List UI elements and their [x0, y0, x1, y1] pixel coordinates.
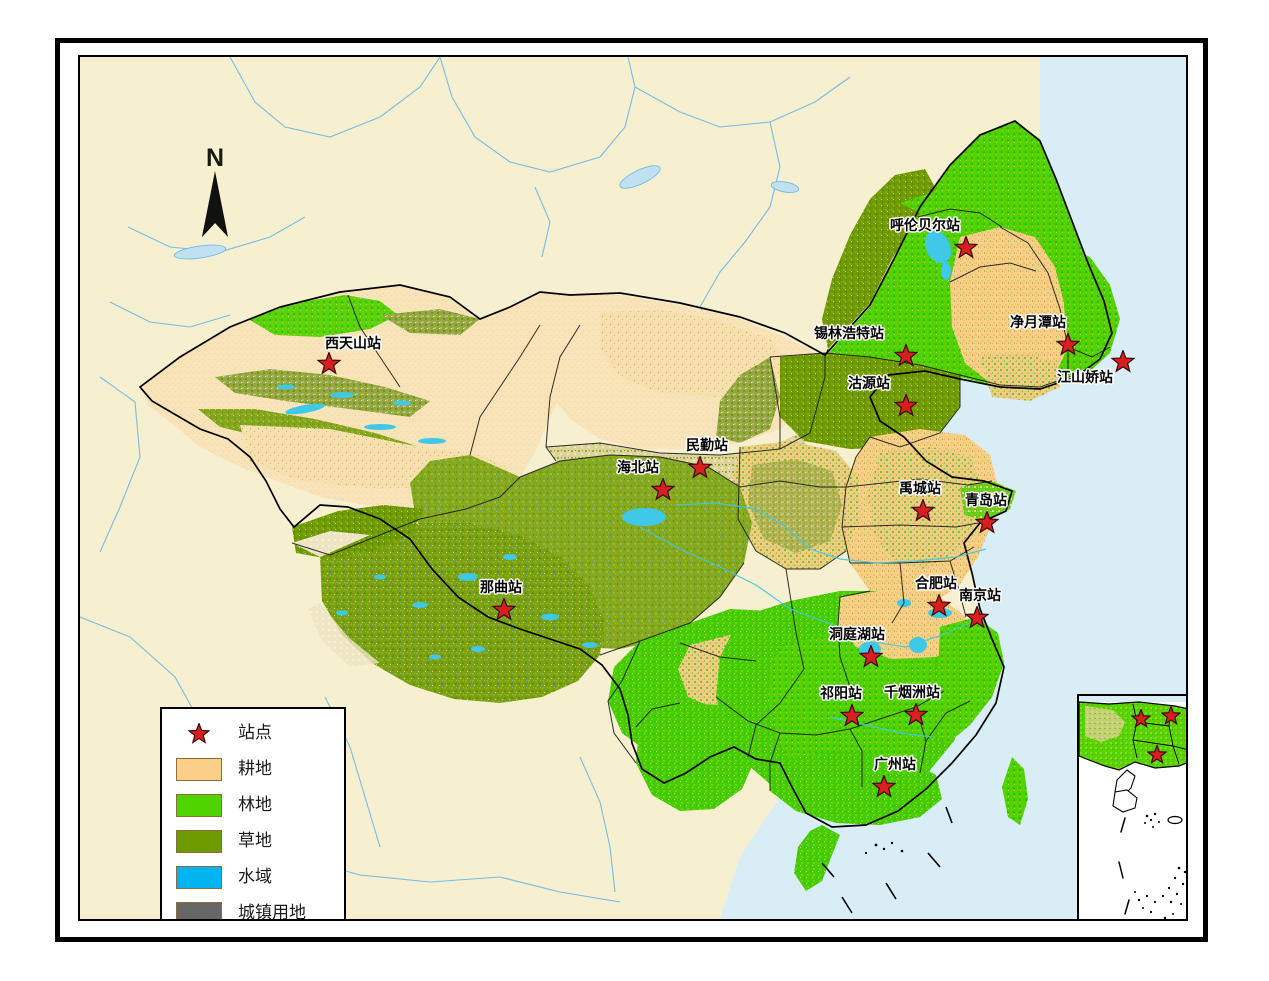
station-star-icon — [316, 350, 342, 375]
station-label: 南京站 — [959, 587, 1001, 603]
legend-row: 林地 — [162, 787, 344, 823]
station-label: 江山娇站 — [1057, 369, 1113, 385]
station-star-icon — [974, 509, 1000, 534]
station-star-icon — [964, 604, 990, 629]
station-star-icon — [1147, 745, 1167, 764]
station-label: 那曲站 — [480, 579, 522, 595]
station-label: 禹城站 — [899, 480, 941, 496]
station-star-icon — [903, 701, 929, 726]
station-star-icon — [893, 342, 919, 367]
map-legend: 站点耕地林地草地水域城镇用地戈壁或沙漠 — [160, 707, 346, 921]
station-label: 西天山站 — [325, 335, 381, 351]
station-star-icon — [910, 497, 936, 522]
station-star-icon — [926, 592, 952, 617]
station-star-icon — [1055, 331, 1081, 356]
station-label: 净月潭站 — [1010, 314, 1066, 330]
legend-label: 林地 — [238, 795, 272, 814]
legend-label: 城镇用地 — [238, 903, 306, 921]
north-arrow: N — [192, 145, 238, 237]
legend-color-swatch — [176, 757, 222, 781]
station-label: 海北站 — [617, 459, 659, 475]
station-label: 锡林浩特站 — [814, 325, 884, 341]
inset-map-south-china-sea — [1077, 694, 1186, 919]
station-label: 民勤站 — [686, 437, 728, 453]
station-label: 合肥站 — [915, 575, 957, 591]
station-star-icon — [1161, 706, 1181, 725]
station-label: 千烟洲站 — [884, 684, 940, 700]
legend-label: 站点 — [238, 723, 272, 742]
station-star-icon — [1110, 348, 1136, 373]
legend-row: 草地 — [162, 823, 344, 859]
station-label: 广州站 — [874, 756, 916, 772]
legend-row: 耕地 — [162, 751, 344, 787]
station-label: 祁阳站 — [820, 685, 862, 701]
station-star-icon — [893, 392, 919, 417]
legend-label: 耕地 — [238, 759, 272, 778]
station-label: 呼伦贝尔站 — [890, 217, 960, 233]
station-label: 洞庭湖站 — [829, 626, 885, 642]
legend-color-swatch — [176, 865, 222, 889]
station-label: 青岛站 — [965, 492, 1007, 508]
station-star-icon — [858, 643, 884, 668]
legend-label: 草地 — [238, 831, 272, 850]
station-star-icon — [839, 702, 865, 727]
legend-color-swatch — [176, 829, 222, 853]
legend-row: 站点 — [162, 715, 344, 751]
station-star-icon — [650, 476, 676, 501]
legend-label: 水域 — [238, 867, 272, 886]
station-star-icon — [491, 596, 517, 621]
station-label: 沽源站 — [848, 375, 890, 391]
legend-row: 城镇用地 — [162, 895, 344, 921]
main-map: N 呼伦贝尔站锡林浩特站沽源站 净月潭站江山娇站 西天山站民勤站海北站那曲站 禹城站青… — [78, 55, 1188, 921]
legend-color-swatch — [176, 793, 222, 817]
north-arrow-label: N — [205, 144, 225, 172]
station-star-icon — [1131, 709, 1151, 728]
station-star-icon — [687, 454, 713, 479]
legend-station-star-icon — [176, 722, 222, 745]
station-star-icon — [871, 773, 897, 798]
legend-row: 水域 — [162, 859, 344, 895]
station-star-icon — [953, 234, 979, 259]
legend-color-swatch — [176, 901, 222, 919]
